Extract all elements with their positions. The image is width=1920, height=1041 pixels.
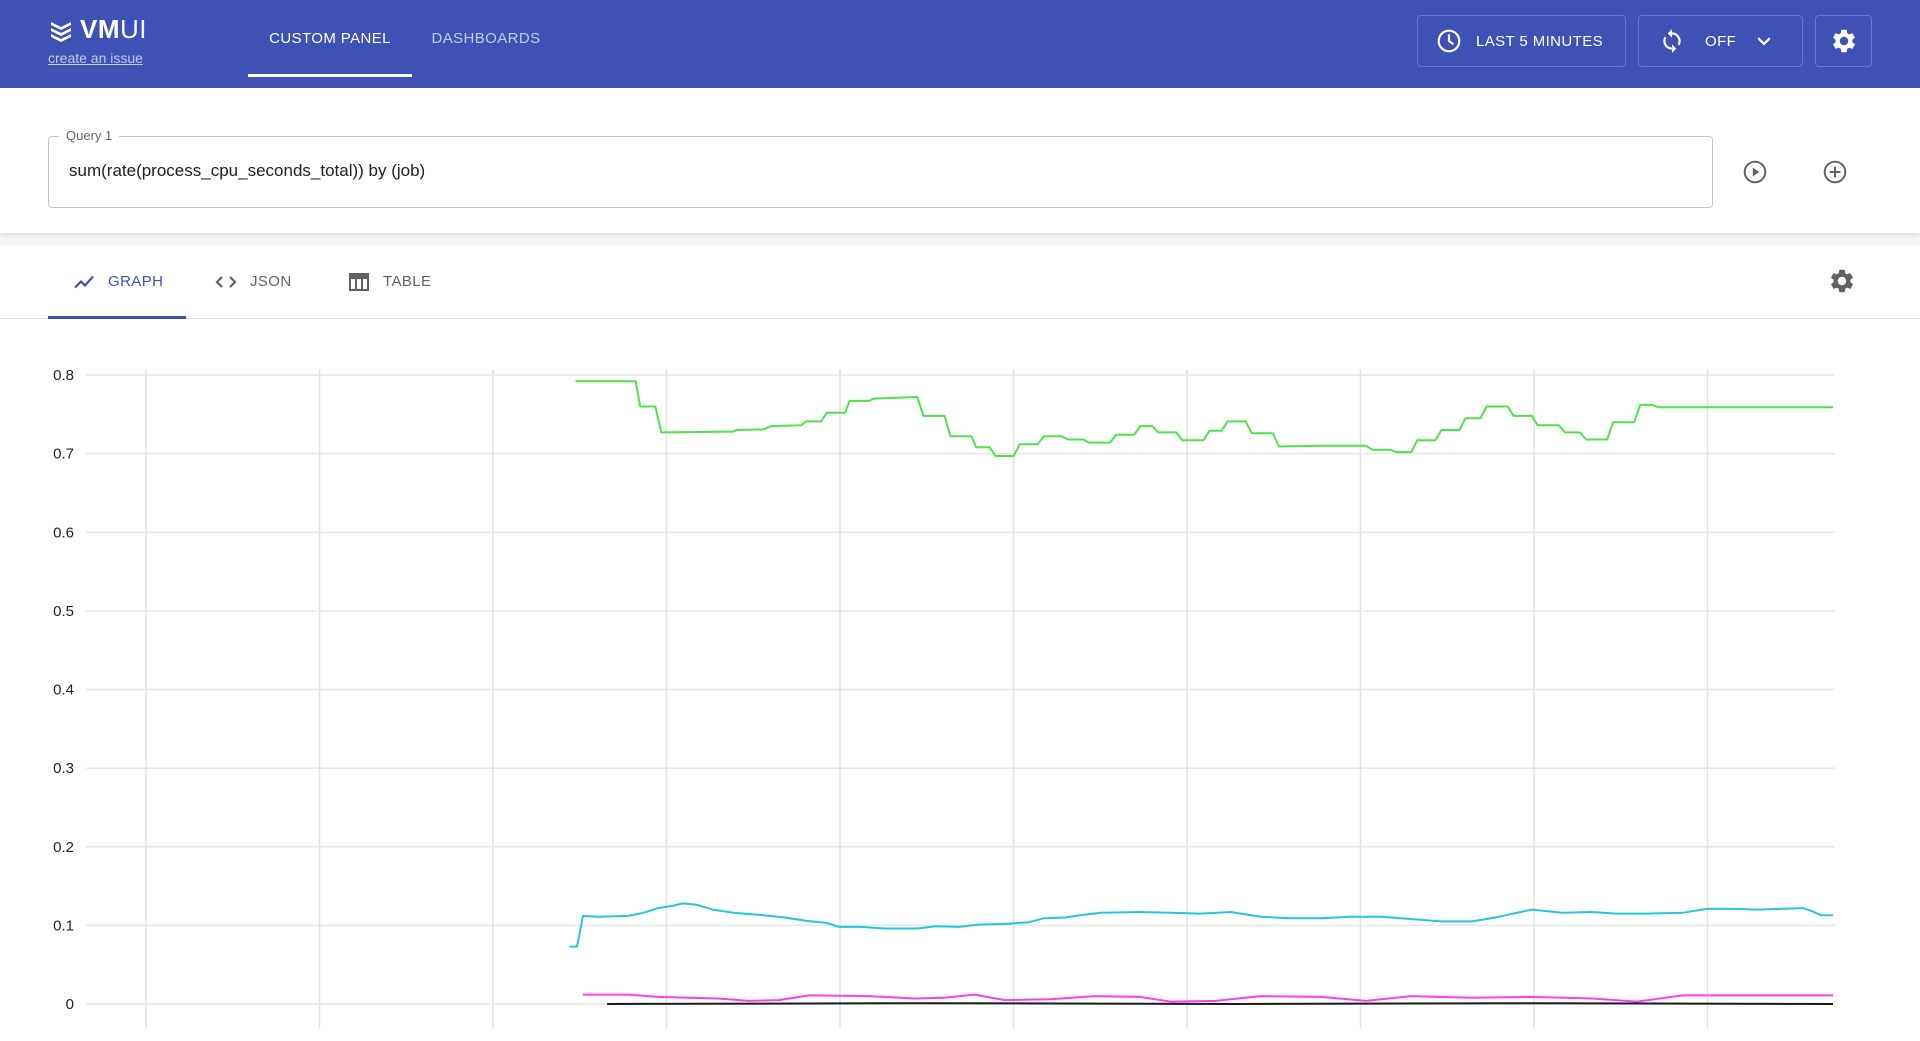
chevron-down-icon — [1757, 37, 1771, 46]
line-chart-icon — [74, 275, 94, 288]
tab-graph[interactable]: GRAPH — [48, 245, 186, 318]
tab-table-label: TABLE — [383, 273, 432, 290]
y-tick-label: 0.1 — [53, 917, 74, 934]
nav-active-indicator — [248, 74, 412, 77]
play-circle-icon — [1743, 160, 1767, 184]
time-range-button[interactable]: LAST 5 MINUTES — [1417, 15, 1626, 67]
result-tabs: GRAPH JSON TABLE — [0, 245, 1920, 319]
y-tick-label: 0.2 — [53, 839, 74, 856]
y-tick-label: 0.4 — [53, 682, 74, 699]
query-field[interactable]: Query 1 sum(rate(process_cpu_seconds_tot… — [48, 128, 1713, 208]
table-icon — [349, 272, 369, 291]
stack-logo-icon — [51, 21, 71, 42]
tab-json[interactable]: JSON — [214, 245, 292, 318]
series-line — [607, 1002, 1834, 1005]
results-panel: GRAPH JSON TABLE 0.8 0.7 0.6 0.5 0.4 0.3 0.2 0.… — [0, 245, 1920, 1041]
tab-dashboards[interactable]: DASHBOARDS — [431, 29, 541, 47]
query-label: Query 1 — [59, 128, 120, 143]
refresh-icon — [1663, 29, 1681, 53]
vmui-logo[interactable]: VMUI — [48, 14, 147, 45]
add-query-button[interactable] — [1817, 154, 1853, 190]
tab-json-label: JSON — [250, 273, 292, 290]
time-range-label: LAST 5 MINUTES — [1476, 32, 1604, 50]
y-tick-label: 0.5 — [53, 603, 74, 620]
y-tick-label: 0.6 — [53, 524, 74, 541]
tab-active-indicator — [48, 316, 186, 319]
refresh-interval-button[interactable]: OFF — [1638, 15, 1803, 67]
tab-graph-label: GRAPH — [108, 273, 164, 290]
query-panel: Query 1 sum(rate(process_cpu_seconds_tot… — [0, 88, 1920, 233]
create-issue-link[interactable]: create an issue — [48, 50, 143, 66]
app-header: VMUI create an issue CUSTOM PANEL DASHBO… — [0, 0, 1920, 88]
timeseries-chart[interactable]: 0.8 0.7 0.6 0.5 0.4 0.3 0.2 0.1 0 — [0, 319, 1920, 1029]
tab-custom-panel[interactable]: CUSTOM PANEL — [269, 29, 391, 47]
logo-text: VMUI — [80, 14, 147, 44]
series-line — [583, 993, 1833, 1003]
series-line — [575, 380, 1833, 457]
tab-table[interactable]: TABLE — [347, 245, 431, 318]
series-line — [569, 902, 1833, 948]
y-tick-label: 0.3 — [53, 760, 74, 777]
query-input[interactable]: sum(rate(process_cpu_seconds_total)) by … — [69, 161, 426, 180]
refresh-label: OFF — [1705, 32, 1737, 50]
clock-icon — [1437, 29, 1461, 53]
y-tick-label: 0.8 — [53, 367, 74, 384]
plus-circle-icon — [1823, 160, 1847, 184]
execute-query-button[interactable] — [1737, 154, 1773, 190]
settings-button[interactable] — [1815, 15, 1872, 67]
graph-settings-icon[interactable] — [1828, 267, 1856, 295]
gear-icon — [1832, 29, 1855, 53]
y-tick-label: 0.7 — [53, 446, 74, 463]
code-icon — [215, 275, 237, 288]
y-tick-label: 0 — [66, 996, 74, 1013]
